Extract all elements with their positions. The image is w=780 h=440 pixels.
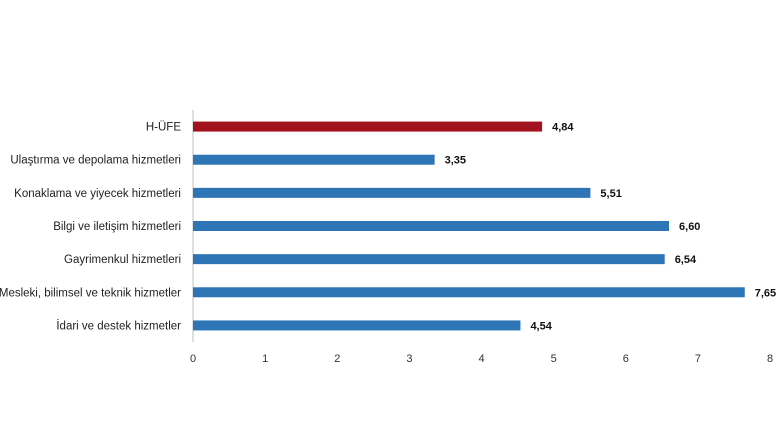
category-label: Ulaştırma ve depolama hizmetleri [10,155,181,167]
value-label: 4,54 [530,320,552,332]
bar [193,187,591,198]
x-tick-label: 5 [551,353,557,365]
category-label: Gayrimenkul hizmetleri [64,254,181,266]
bar [193,154,435,165]
bar [193,254,665,265]
category-label: Mesleki, bilimsel ve teknik hizmetler [0,287,181,299]
x-tick-label: 2 [334,353,340,365]
bar [193,320,521,331]
x-tick-label: 0 [190,353,196,365]
x-tick-label: 4 [478,353,484,365]
value-label: 6,54 [675,254,697,266]
value-label: 5,51 [600,188,621,200]
x-tick-label: 1 [262,353,268,365]
bar [193,221,670,231]
x-tick-label: 7 [695,353,701,365]
category-label: Bilgi ve iletişim hizmetleri [53,221,181,233]
category-label: İdari ve destek hizmetler [56,319,181,332]
x-tick-labels-group: 0 1 2 3 4 5 6 7 8 [190,353,773,365]
x-tick-label: 6 [623,353,629,365]
value-labels-group: 4,84 3,35 5,51 6,60 6,54 7,65 4,54 [445,122,777,333]
category-label: H-ÜFE [146,122,181,134]
bar [193,121,543,132]
category-labels-group: H-ÜFE Ulaştırma ve depolama hizmetleri Kon… [0,122,181,333]
x-tick-label: 3 [406,353,412,365]
value-label: 4,84 [552,122,574,134]
value-label: 7,65 [755,287,776,299]
category-label: Konaklama ve yiyecek hizmetleri [14,188,181,200]
x-tick-label: 8 [767,353,773,365]
value-label: 3,35 [445,155,466,167]
value-label: 6,60 [679,221,700,233]
bar [193,287,745,298]
bars-group [193,121,745,331]
